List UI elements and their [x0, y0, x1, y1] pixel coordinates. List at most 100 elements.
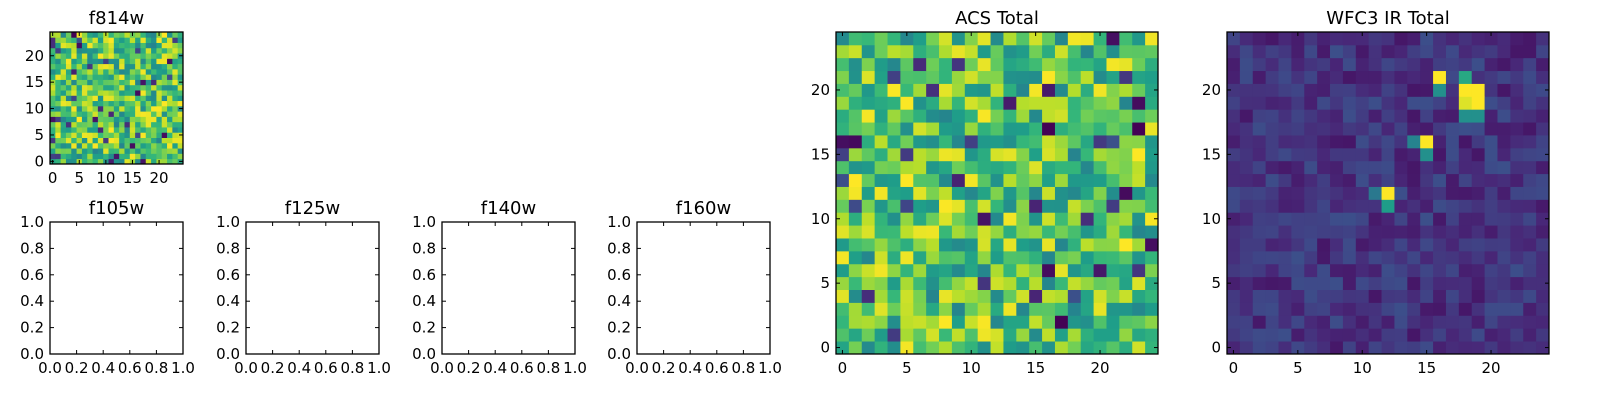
heatmap-cell: [119, 37, 125, 43]
heatmap-cell: [1029, 315, 1043, 329]
heatmap-cell: [1330, 238, 1344, 252]
heatmap-cell: [990, 238, 1004, 252]
heatmap-cell: [861, 44, 876, 59]
heatmap-cell: [140, 90, 147, 96]
heatmap-cell: [1239, 186, 1254, 200]
heatmap-cell: [119, 153, 125, 160]
x-tick-label: 20: [1090, 359, 1109, 377]
panel-title: f160w: [676, 198, 731, 219]
heatmap-cell: [135, 121, 141, 128]
x-tick-label: 0.0: [38, 359, 62, 377]
heatmap-cell: [65, 121, 72, 128]
heatmap-cell: [1291, 315, 1305, 329]
heatmap-cell: [939, 263, 953, 278]
heatmap-cell: [124, 137, 131, 144]
heatmap-cell: [1484, 186, 1498, 200]
heatmap-cell: [1407, 186, 1421, 200]
heatmap-cell: [1042, 186, 1056, 200]
heatmap-cell: [119, 142, 125, 149]
y-tick-label: 0: [34, 152, 44, 170]
heatmap-cell: [939, 70, 953, 84]
heatmap-cell: [135, 127, 141, 133]
heatmap-cell: [1239, 135, 1254, 149]
heatmap-cell: [1471, 302, 1485, 316]
heatmap-cell: [1330, 122, 1344, 136]
heatmap-cell: [1407, 328, 1421, 342]
heatmap-cell: [1407, 199, 1421, 213]
heatmap-cell: [1119, 70, 1133, 84]
heatmap-cell: [990, 109, 1004, 123]
heatmap-cell: [1484, 263, 1498, 278]
heatmap-cell: [1484, 96, 1498, 110]
heatmap-cell: [900, 44, 914, 59]
heatmap-cell: [977, 109, 991, 123]
heatmap-cell: [129, 127, 136, 133]
heatmap-cell: [1016, 109, 1030, 123]
heatmap-cell: [1106, 32, 1120, 46]
heatmap-cell: [1510, 225, 1524, 239]
heatmap-cell: [1239, 302, 1254, 316]
heatmap-cell: [1484, 160, 1498, 175]
heatmap-cell: [71, 68, 77, 75]
heatmap-cell: [135, 132, 141, 138]
heatmap-cell: [1054, 160, 1069, 175]
heatmap-cell: [990, 57, 1004, 72]
heatmap-cell: [1536, 186, 1550, 200]
heatmap-cell: [964, 328, 979, 342]
heatmap-cell: [1523, 315, 1537, 329]
heatmap-cell: [1278, 263, 1292, 278]
heatmap-cell: [103, 37, 109, 43]
heatmap-cell: [1368, 57, 1382, 72]
heatmap-cell: [1445, 328, 1460, 342]
heatmap-cell: [1227, 276, 1241, 290]
heatmap-cell: [60, 79, 67, 86]
heatmap-cell: [65, 142, 72, 149]
heatmap-cell: [836, 109, 850, 123]
x-tick-label: 0.6: [510, 359, 534, 377]
heatmap-cell: [1265, 225, 1279, 239]
heatmap-cell: [1330, 147, 1344, 162]
heatmap-cell: [124, 116, 131, 123]
heatmap-cell: [135, 68, 141, 75]
heatmap-cell: [1536, 328, 1550, 342]
heatmap-cell: [1445, 147, 1460, 162]
heatmap-cell: [1458, 32, 1473, 46]
heatmap-cell: [65, 58, 72, 65]
heatmap-cell: [900, 109, 914, 123]
heatmap-cell: [87, 158, 93, 165]
heatmap-cell: [900, 199, 914, 213]
heatmap-cell: [1394, 135, 1408, 149]
heatmap-cell: [913, 122, 927, 136]
heatmap-cell: [1291, 83, 1305, 97]
heatmap-cell: [151, 47, 157, 54]
heatmap-cell: [167, 111, 173, 117]
heatmap-cell: [1145, 44, 1159, 59]
x-tick-label: 0.8: [340, 359, 364, 377]
heatmap-cell: [81, 142, 88, 149]
heatmap-cell: [848, 173, 863, 187]
heatmap-cell: [167, 90, 173, 96]
heatmap-cell: [1042, 225, 1056, 239]
heatmap-cell: [1067, 289, 1082, 303]
heatmap-cell: [92, 121, 99, 128]
heatmap-cell: [1239, 315, 1254, 329]
heatmap-cell: [167, 84, 173, 91]
heatmap-cell: [151, 137, 157, 144]
heatmap-cell: [926, 83, 940, 97]
heatmap-cell: [1252, 96, 1267, 110]
heatmap-cell: [124, 121, 131, 128]
heatmap-cell: [50, 142, 56, 149]
heatmap-cell: [145, 142, 152, 149]
heatmap-cell: [140, 53, 147, 59]
heatmap-cell: [161, 42, 168, 49]
heatmap-cell: [951, 238, 966, 252]
heatmap-cell: [887, 83, 901, 97]
heatmap-cell: [167, 148, 173, 154]
heatmap-cell: [1510, 328, 1524, 342]
heatmap-cell: [1054, 44, 1069, 59]
heatmap-cell: [145, 84, 152, 91]
heatmap-cell: [1381, 83, 1395, 97]
heatmap-cell: [119, 32, 125, 38]
heatmap-cell: [1368, 135, 1382, 149]
heatmap-cell: [848, 135, 863, 149]
